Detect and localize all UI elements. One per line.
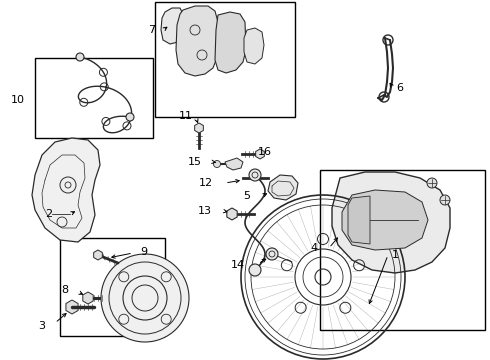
- Polygon shape: [195, 123, 203, 133]
- Polygon shape: [66, 300, 78, 314]
- Text: 6: 6: [396, 83, 403, 93]
- Polygon shape: [176, 6, 218, 76]
- Polygon shape: [268, 175, 298, 200]
- Circle shape: [249, 264, 261, 276]
- Bar: [60, 238, 165, 336]
- Text: 11: 11: [179, 111, 193, 121]
- Circle shape: [101, 254, 189, 342]
- Circle shape: [249, 169, 261, 181]
- Text: 9: 9: [140, 247, 147, 257]
- Text: 10: 10: [11, 95, 25, 105]
- Text: 14: 14: [231, 260, 245, 270]
- Polygon shape: [161, 8, 183, 44]
- Circle shape: [427, 178, 437, 188]
- Polygon shape: [332, 172, 450, 273]
- Text: 2: 2: [45, 209, 52, 219]
- Text: 3: 3: [38, 321, 45, 331]
- Polygon shape: [94, 250, 102, 260]
- Circle shape: [266, 248, 278, 260]
- Polygon shape: [225, 158, 243, 170]
- Text: 8: 8: [61, 285, 68, 295]
- Bar: [155, 2, 295, 117]
- Polygon shape: [83, 292, 93, 304]
- Text: 7: 7: [148, 25, 155, 35]
- Text: 1: 1: [392, 250, 399, 260]
- Bar: [320, 170, 485, 330]
- Polygon shape: [32, 138, 100, 242]
- Circle shape: [440, 195, 450, 205]
- Polygon shape: [244, 28, 264, 64]
- Polygon shape: [348, 196, 370, 244]
- Circle shape: [214, 161, 220, 167]
- Text: 15: 15: [188, 157, 202, 167]
- Text: 16: 16: [258, 147, 272, 157]
- Polygon shape: [227, 208, 237, 220]
- Text: 4: 4: [311, 243, 318, 253]
- Text: 5: 5: [243, 191, 250, 201]
- Text: 12: 12: [199, 178, 213, 188]
- Polygon shape: [215, 12, 246, 73]
- Text: 13: 13: [198, 206, 212, 216]
- Polygon shape: [342, 190, 428, 250]
- Bar: [35, 58, 153, 138]
- Circle shape: [126, 113, 134, 121]
- Polygon shape: [256, 149, 264, 159]
- Circle shape: [76, 53, 84, 61]
